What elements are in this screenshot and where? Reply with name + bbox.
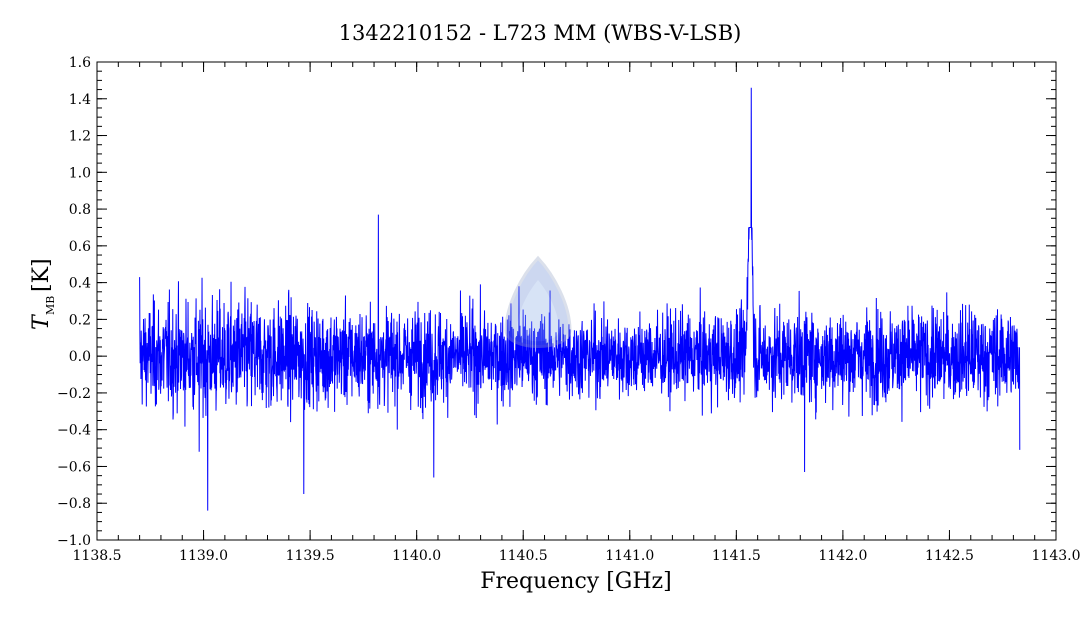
x-tick-label: 1140.5 <box>499 548 548 564</box>
x-tick-label: 1140.0 <box>392 548 441 564</box>
x-tick-label: 1139.0 <box>179 548 228 564</box>
x-tick-label: 1142.5 <box>925 548 974 564</box>
y-tick-label: 0.0 <box>69 349 91 365</box>
plot-area <box>96 61 1057 541</box>
y-axis-label-unit: [K] <box>29 258 54 292</box>
y-tick-label: −1.0 <box>57 533 91 549</box>
y-tick-label: 1.6 <box>69 55 91 71</box>
y-tick-label: −0.4 <box>57 423 91 439</box>
x-tick-label: 1141.0 <box>605 548 654 564</box>
axes: 1138.5 1139.0 1139.5 1140.0 1140.5 1141.0 1141… <box>57 55 1080 564</box>
x-axis-label: Frequency [GHz] <box>480 569 672 594</box>
y-tick-label: 1.4 <box>69 92 91 108</box>
watermark-logo <box>504 255 572 348</box>
chart-title: 1342210152 - L723 MM (WBS-V-LSB) <box>339 21 742 45</box>
x-tick-label: 1138.5 <box>73 548 122 564</box>
y-tick-label: −0.8 <box>57 496 91 512</box>
y-axis-label-main: T <box>29 313 54 330</box>
spectrum-line <box>139 87 1021 511</box>
y-tick-label: 1.2 <box>69 129 91 145</box>
y-tick-label: 0.8 <box>69 202 91 218</box>
spectrum-series <box>139 87 1021 511</box>
x-tick-label: 1143.0 <box>1032 548 1080 564</box>
y-tick-label: −0.2 <box>57 386 91 402</box>
y-axis-label-sub: MB <box>44 296 57 315</box>
y-tick-label: 0.6 <box>69 239 91 255</box>
x-tick-label: 1141.5 <box>712 548 761 564</box>
y-tick-label: 1.0 <box>69 165 91 181</box>
y-axis-label: T MB [K] <box>29 258 57 330</box>
y-tick-label: 0.4 <box>69 276 91 292</box>
plot-frame <box>96 61 1057 541</box>
x-tick-label: 1139.5 <box>286 548 335 564</box>
y-tick-label: −0.6 <box>57 459 91 475</box>
y-tick-label: 0.2 <box>69 312 91 328</box>
x-tick-label: 1142.0 <box>818 548 867 564</box>
